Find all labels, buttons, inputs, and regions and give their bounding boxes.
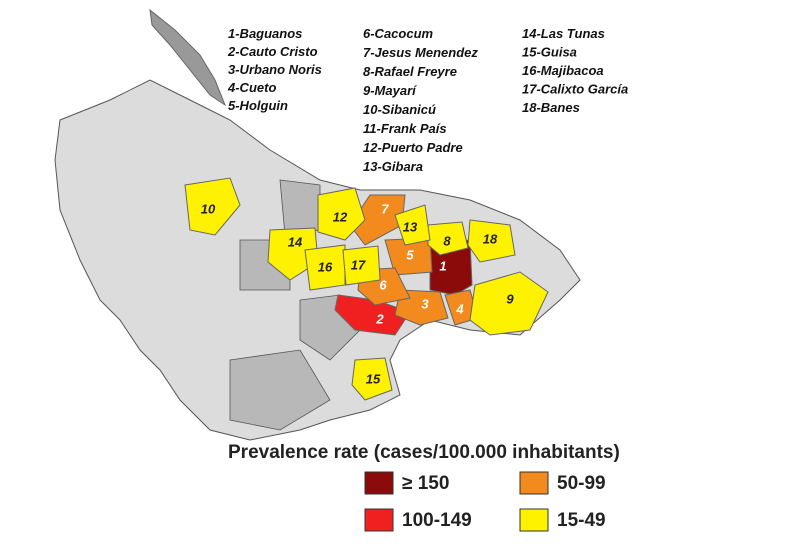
municipality-name: 1-Baguanos — [228, 26, 302, 41]
municipality-name: 9-Mayarí — [363, 83, 417, 98]
region-label: 7 — [381, 201, 389, 216]
region-label: 12 — [333, 209, 348, 224]
region-label: 2 — [375, 311, 384, 326]
region — [469, 271, 549, 336]
municipality-name: 5-Holguin — [228, 98, 288, 113]
region — [349, 194, 406, 246]
region — [342, 245, 381, 286]
municipality-name: 13-Gibara — [363, 159, 423, 174]
municipality-name: 3-Urbano Noris — [228, 62, 322, 77]
municipality-name: 10-Sibanicú — [363, 102, 436, 117]
region — [184, 177, 241, 236]
region-label: 10 — [201, 201, 216, 216]
municipality-name: 4-Cueto — [227, 80, 276, 95]
municipality-name: 2-Cauto Cristo — [227, 44, 318, 59]
region-label: 14 — [288, 234, 303, 249]
municipality-name: 6-Cacocum — [363, 26, 434, 41]
region-label: 13 — [403, 219, 418, 234]
region — [351, 357, 393, 401]
region — [394, 204, 431, 246]
islands — [149, 8, 227, 107]
region-label: 6 — [379, 277, 387, 292]
region — [427, 221, 469, 256]
legend-label: 15-49 — [557, 510, 606, 531]
region-label: 9 — [506, 291, 514, 306]
region — [467, 219, 516, 263]
region-grey — [229, 349, 331, 431]
region-label: 5 — [406, 247, 414, 262]
municipality-name: 17-Calixto García — [522, 82, 628, 97]
legend-swatch — [519, 471, 549, 495]
region-label: 3 — [421, 296, 429, 311]
region-label: 17 — [351, 257, 366, 272]
legend-swatch — [519, 508, 549, 532]
municipality-name: 12-Puerto Padre — [363, 140, 463, 155]
municipality-name: 16-Majibacoa — [522, 63, 604, 78]
legend-label: ≥ 150 — [402, 473, 449, 494]
municipality-name: 11-Frank País — [363, 121, 447, 136]
legend-title: Prevalence rate (cases/100.000 inhabitan… — [228, 442, 620, 463]
legend-label: 100-149 — [402, 510, 472, 531]
region-label: 4 — [455, 301, 464, 316]
municipality-name: 18-Banes — [522, 100, 580, 115]
region — [317, 187, 366, 241]
municipality-name: 15-Guisa — [522, 45, 577, 60]
region-label: 16 — [318, 259, 333, 274]
municipality-name: 7-Jesus Menendez — [363, 45, 478, 60]
municipality-name: 8-Rafael Freyre — [363, 64, 457, 79]
region-label: 15 — [366, 371, 381, 386]
region — [304, 244, 346, 291]
region-label: 18 — [483, 231, 498, 246]
region-label: 1 — [439, 258, 446, 273]
municipality-name: 14-Las Tunas — [522, 26, 605, 41]
legend-swatch — [364, 508, 394, 532]
legend-swatch — [364, 471, 394, 495]
legend-label: 50-99 — [557, 473, 606, 494]
region-grey — [279, 179, 321, 236]
region-label: 8 — [443, 233, 451, 248]
region — [267, 227, 319, 281]
